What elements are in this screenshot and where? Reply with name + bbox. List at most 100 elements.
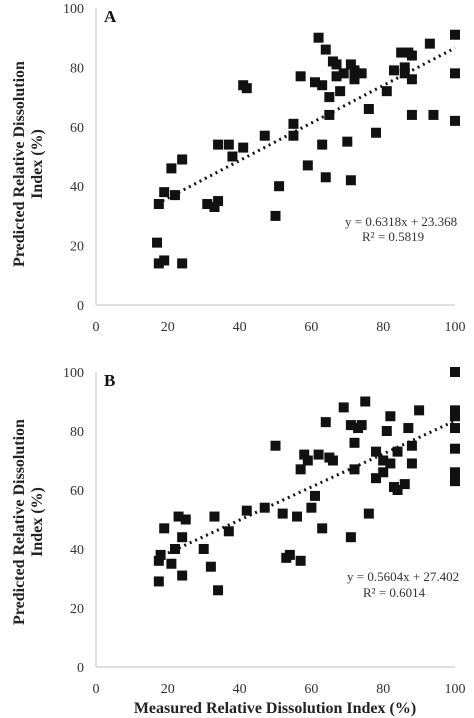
- data-point-b: [399, 479, 410, 490]
- data-point-b: [414, 405, 425, 416]
- x-tick-label-a: 100: [445, 320, 466, 335]
- data-point-b: [180, 514, 191, 525]
- data-point-b: [173, 511, 184, 522]
- data-point-b: [327, 455, 338, 466]
- y-axis-label-line1: Predicted Relative Dissolution: [11, 61, 28, 267]
- data-point-a: [335, 86, 346, 97]
- data-point-b: [450, 411, 460, 422]
- data-point-b: [302, 455, 313, 466]
- x-axis-label: Measured Relative Dissolution Index (%): [134, 700, 416, 717]
- data-point-b: [223, 526, 234, 537]
- data-point-b: [177, 570, 188, 581]
- data-point-b: [403, 423, 414, 434]
- data-point-a: [313, 32, 324, 43]
- x-tick-labels-a: 0 20 40 60 80 100: [93, 320, 466, 335]
- data-point-b: [177, 532, 188, 543]
- data-point-b: [345, 532, 356, 543]
- data-point-b: [153, 555, 164, 566]
- data-point-b: [450, 405, 460, 416]
- data-point-a: [424, 38, 435, 49]
- data-point-a: [153, 199, 164, 210]
- equation-a: y = 0.6318x + 23.368: [345, 214, 457, 229]
- data-point-a: [406, 74, 417, 85]
- data-point-a: [259, 130, 270, 141]
- data-point-a: [166, 163, 177, 174]
- data-point-b: [406, 458, 417, 469]
- data-point-b: [378, 455, 389, 466]
- data-point-b: [284, 549, 295, 560]
- y-tick-label-a: 100: [63, 2, 84, 17]
- y-tick-labels-b: 0 20 40 60 80 100: [63, 366, 84, 676]
- data-point-b: [371, 473, 382, 484]
- data-point-a: [396, 47, 407, 58]
- data-point-a: [177, 154, 188, 165]
- data-point-b: [169, 544, 180, 554]
- data-point-b: [345, 420, 356, 431]
- data-point-a: [338, 68, 349, 79]
- data-point-a: [388, 65, 399, 76]
- data-point-b: [450, 423, 460, 434]
- data-point-b: [306, 502, 317, 513]
- data-point-a: [317, 80, 328, 91]
- x-tick-label-b: 40: [233, 682, 247, 697]
- data-point-b: [450, 367, 460, 377]
- data-point-a: [381, 86, 392, 97]
- scatter-points-b: [153, 367, 460, 596]
- data-point-a: [349, 74, 360, 85]
- data-point-a: [450, 29, 460, 40]
- data-point-a: [288, 118, 299, 129]
- data-point-b: [356, 420, 367, 431]
- data-point-b: [349, 437, 360, 448]
- data-point-b: [209, 511, 220, 522]
- data-point-b: [363, 508, 374, 519]
- data-point-a: [274, 181, 285, 192]
- data-point-a: [270, 210, 281, 221]
- data-point-a: [309, 77, 320, 88]
- data-point-a: [331, 59, 342, 70]
- data-point-a: [349, 65, 360, 76]
- data-point-a: [295, 71, 306, 82]
- data-point-b: [159, 523, 170, 534]
- data-point-b: [371, 446, 382, 457]
- r-squared-a: R² = 0.5819: [362, 229, 424, 244]
- data-point-a: [302, 160, 313, 171]
- data-point-b: [155, 549, 166, 560]
- data-point-b: [205, 561, 216, 572]
- data-point-b: [450, 476, 460, 487]
- y-tick-label-a: 80: [70, 61, 84, 76]
- data-point-a: [450, 68, 460, 79]
- data-point-a: [317, 139, 328, 150]
- trendline-a: [156, 46, 456, 206]
- y-axis-label-line2-b: Index (%): [29, 487, 46, 557]
- panel-label-a: A: [104, 7, 117, 26]
- data-point-a: [169, 190, 180, 201]
- data-point-a: [320, 44, 331, 55]
- data-point-a: [241, 83, 252, 94]
- data-point-b: [349, 464, 360, 475]
- data-point-b: [360, 396, 371, 407]
- data-point-a: [371, 127, 382, 138]
- data-point-a: [202, 199, 213, 210]
- x-tick-label-b: 80: [376, 682, 390, 697]
- y-tick-label-b: 0: [77, 661, 84, 676]
- x-tick-label-a: 20: [161, 320, 175, 335]
- data-point-a: [356, 68, 367, 79]
- data-point-b: [295, 464, 306, 475]
- x-tick-label-b: 100: [445, 682, 466, 697]
- data-point-a: [399, 68, 410, 79]
- y-tick-label-b: 80: [70, 425, 84, 440]
- x-tick-label-a: 40: [233, 320, 247, 335]
- x-tick-label-b: 20: [161, 682, 175, 697]
- panel-a: Predicted Relative Dissolution Index (%)…: [11, 2, 466, 335]
- data-point-a: [320, 172, 331, 183]
- panel-b: Predicted Relative Dissolution Index (%)…: [11, 366, 466, 697]
- data-point-a: [153, 258, 164, 269]
- data-point-b: [381, 426, 392, 436]
- x-tick-label-b: 0: [93, 682, 100, 697]
- data-point-a: [331, 71, 342, 82]
- data-point-b: [277, 508, 288, 519]
- data-point-b: [295, 555, 306, 566]
- y-tick-label-b: 40: [70, 543, 84, 558]
- data-point-b: [378, 467, 389, 478]
